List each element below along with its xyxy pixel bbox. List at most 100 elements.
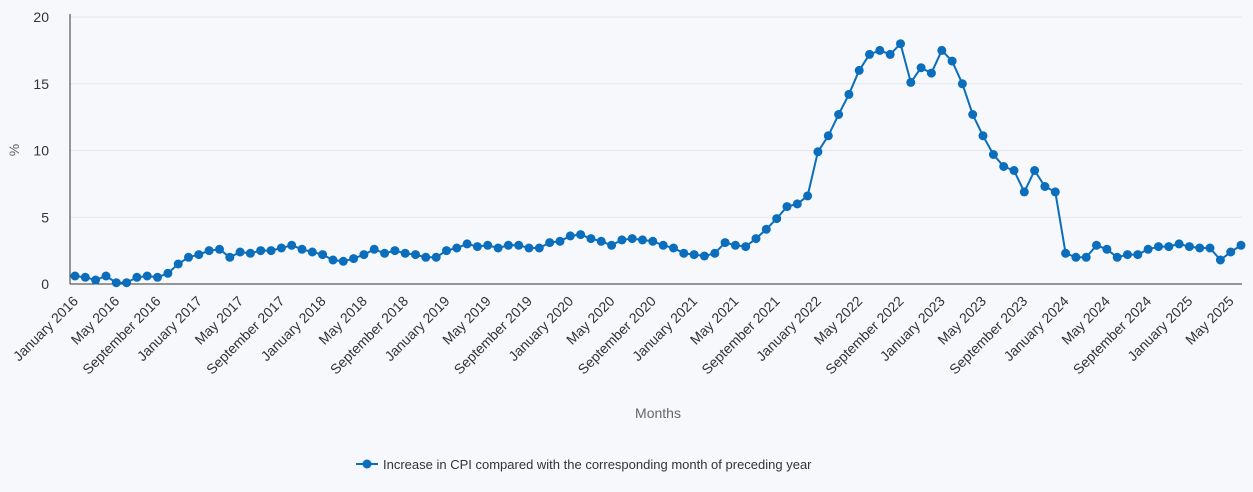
data-point[interactable] bbox=[442, 246, 451, 256]
data-point[interactable] bbox=[1164, 242, 1174, 252]
data-point[interactable] bbox=[153, 272, 162, 282]
data-point[interactable] bbox=[916, 63, 926, 73]
data-point[interactable] bbox=[658, 240, 668, 250]
data-point[interactable] bbox=[844, 89, 854, 99]
data-point[interactable] bbox=[1040, 182, 1050, 191]
data-point[interactable] bbox=[173, 259, 183, 269]
data-point[interactable] bbox=[359, 250, 369, 260]
data-point[interactable] bbox=[307, 247, 317, 257]
data-point[interactable] bbox=[411, 250, 420, 260]
data-point[interactable] bbox=[813, 147, 823, 157]
data-point[interactable] bbox=[1061, 248, 1071, 258]
data-point[interactable] bbox=[1226, 247, 1236, 257]
data-point[interactable] bbox=[1143, 244, 1153, 254]
data-point[interactable] bbox=[679, 248, 689, 258]
legend[interactable]: Increase in CPI compared with the corres… bbox=[356, 457, 812, 472]
data-point[interactable] bbox=[627, 234, 637, 244]
data-point[interactable] bbox=[297, 244, 307, 254]
data-point[interactable] bbox=[1092, 240, 1101, 250]
data-point[interactable] bbox=[225, 252, 235, 262]
data-point[interactable] bbox=[555, 236, 565, 246]
data-point[interactable] bbox=[204, 246, 214, 256]
data-point[interactable] bbox=[978, 131, 988, 141]
data-point[interactable] bbox=[772, 214, 782, 224]
data-point[interactable] bbox=[751, 234, 761, 244]
data-point[interactable] bbox=[1215, 255, 1225, 265]
data-point[interactable] bbox=[349, 254, 359, 264]
data-point[interactable] bbox=[318, 250, 328, 260]
data-point[interactable] bbox=[483, 240, 493, 250]
data-point[interactable] bbox=[493, 243, 503, 253]
data-point[interactable] bbox=[1071, 252, 1081, 262]
data-point[interactable] bbox=[276, 243, 286, 253]
data-point[interactable] bbox=[1174, 239, 1184, 249]
data-point[interactable] bbox=[91, 275, 101, 285]
data-point[interactable] bbox=[576, 230, 586, 240]
data-point[interactable] bbox=[1154, 242, 1163, 252]
data-point[interactable] bbox=[834, 110, 844, 119]
data-point[interactable] bbox=[1030, 166, 1040, 175]
data-point[interactable] bbox=[163, 268, 173, 278]
data-point[interactable] bbox=[194, 250, 204, 260]
data-point[interactable] bbox=[792, 199, 802, 209]
data-point[interactable] bbox=[823, 131, 833, 141]
data-point[interactable] bbox=[111, 278, 121, 288]
data-point[interactable] bbox=[545, 238, 555, 248]
data-point[interactable] bbox=[617, 235, 627, 245]
data-point[interactable] bbox=[245, 248, 255, 258]
data-point[interactable] bbox=[730, 240, 740, 250]
data-point[interactable] bbox=[761, 224, 771, 234]
data-point[interactable] bbox=[390, 246, 400, 256]
data-point[interactable] bbox=[865, 49, 874, 59]
data-point[interactable] bbox=[803, 191, 813, 201]
data-point[interactable] bbox=[184, 252, 193, 262]
data-point[interactable] bbox=[854, 65, 864, 75]
data-point[interactable] bbox=[710, 248, 720, 258]
data-point[interactable] bbox=[596, 236, 606, 246]
data-point[interactable] bbox=[1195, 243, 1205, 253]
data-point[interactable] bbox=[906, 77, 916, 87]
data-point[interactable] bbox=[524, 243, 534, 253]
data-point[interactable] bbox=[70, 271, 80, 281]
data-point[interactable] bbox=[142, 271, 152, 281]
data-point[interactable] bbox=[1102, 244, 1112, 254]
data-point[interactable] bbox=[988, 150, 998, 159]
data-point[interactable] bbox=[122, 278, 132, 288]
data-point[interactable] bbox=[380, 248, 390, 258]
data-point[interactable] bbox=[1123, 250, 1132, 260]
data-point[interactable] bbox=[1009, 166, 1019, 175]
data-point[interactable] bbox=[338, 256, 348, 266]
data-point[interactable] bbox=[132, 272, 142, 282]
data-point[interactable] bbox=[1050, 187, 1060, 197]
data-point[interactable] bbox=[1081, 252, 1091, 262]
data-point[interactable] bbox=[968, 110, 978, 119]
data-point[interactable] bbox=[472, 242, 482, 252]
data-point[interactable] bbox=[1112, 252, 1122, 262]
data-point[interactable] bbox=[1019, 187, 1029, 197]
data-point[interactable] bbox=[699, 251, 709, 261]
data-point[interactable] bbox=[421, 252, 431, 262]
data-point[interactable] bbox=[896, 39, 905, 49]
data-point[interactable] bbox=[957, 79, 967, 89]
data-point[interactable] bbox=[80, 272, 90, 282]
data-point[interactable] bbox=[875, 45, 885, 55]
data-point[interactable] bbox=[638, 235, 647, 245]
data-point[interactable] bbox=[1133, 250, 1143, 260]
data-point[interactable] bbox=[287, 240, 297, 250]
data-point[interactable] bbox=[999, 162, 1009, 171]
data-point[interactable] bbox=[937, 45, 947, 55]
data-point[interactable] bbox=[1236, 240, 1246, 250]
data-point[interactable] bbox=[720, 238, 730, 248]
data-point[interactable] bbox=[503, 240, 513, 250]
data-point[interactable] bbox=[514, 240, 524, 250]
data-point[interactable] bbox=[607, 240, 617, 250]
data-point[interactable] bbox=[431, 252, 441, 262]
data-point[interactable] bbox=[926, 68, 936, 78]
data-point[interactable] bbox=[256, 246, 266, 256]
data-point[interactable] bbox=[885, 49, 895, 59]
data-point[interactable] bbox=[565, 231, 575, 241]
data-point[interactable] bbox=[648, 236, 658, 246]
data-point[interactable] bbox=[369, 244, 379, 254]
data-point[interactable] bbox=[782, 202, 792, 212]
data-point[interactable] bbox=[328, 255, 338, 265]
